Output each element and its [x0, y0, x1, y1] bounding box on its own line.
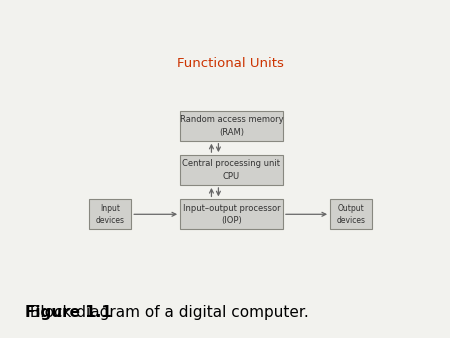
Text: Input
devices: Input devices	[96, 203, 125, 225]
FancyBboxPatch shape	[180, 155, 283, 185]
Text: Random access memory
(RAM): Random access memory (RAM)	[180, 115, 284, 137]
Text: Block diagram of a digital computer.: Block diagram of a digital computer.	[25, 305, 309, 320]
Text: Functional Units: Functional Units	[177, 57, 284, 71]
FancyBboxPatch shape	[180, 199, 283, 229]
Text: Input–output processor
(IOP): Input–output processor (IOP)	[183, 203, 280, 225]
Text: Figure 1.1: Figure 1.1	[25, 305, 112, 320]
Text: Figure 1.1 Block diagram of a digital computer.: Figure 1.1 Block diagram of a digital co…	[25, 305, 384, 320]
Text: Output
devices: Output devices	[337, 203, 365, 225]
FancyBboxPatch shape	[330, 199, 372, 229]
FancyBboxPatch shape	[180, 111, 283, 141]
FancyBboxPatch shape	[90, 199, 131, 229]
Text: Central processing unit
CPU: Central processing unit CPU	[183, 159, 280, 181]
